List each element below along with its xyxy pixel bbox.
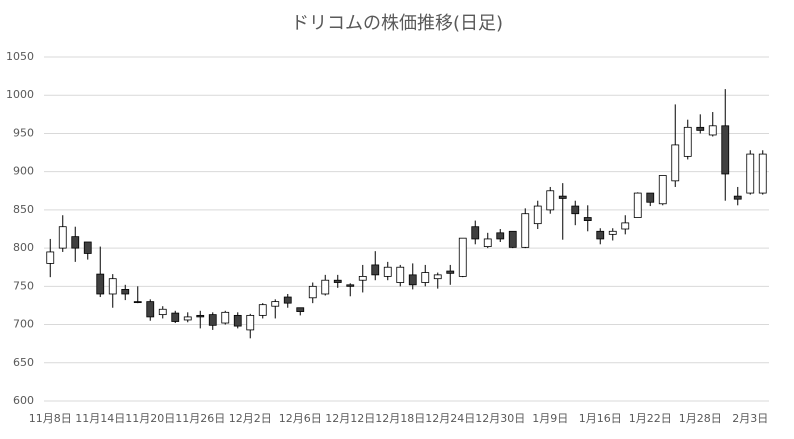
- candle-body: [458, 237, 467, 277]
- x-tick-label: 11月8日: [29, 412, 72, 425]
- candle-body: [108, 278, 117, 295]
- candle-body: [508, 230, 517, 248]
- candle-body: [733, 195, 742, 200]
- candle-body: [121, 288, 130, 295]
- x-tick-label: 11月14日: [75, 412, 125, 425]
- candle-body: [608, 230, 617, 235]
- candle-body: [133, 301, 142, 304]
- candle-body: [308, 285, 317, 299]
- candle-body: [583, 217, 592, 221]
- candle-body: [146, 301, 155, 318]
- y-tick-label: 1000: [6, 88, 34, 101]
- x-tick-label: 12月6日: [279, 412, 322, 425]
- candle-body: [758, 153, 767, 194]
- candle-body: [371, 264, 380, 276]
- candle-body: [183, 316, 192, 321]
- x-tick-label: 1月16日: [579, 412, 622, 425]
- chart-title: ドリコムの株価推移(日足): [291, 13, 503, 34]
- y-tick-label: 900: [13, 165, 34, 178]
- candle-body: [46, 251, 55, 264]
- candle-body: [296, 307, 305, 312]
- candle-body: [208, 314, 217, 326]
- candle-body: [446, 270, 455, 274]
- candle-body: [483, 238, 492, 247]
- x-tick-label: 1月9日: [532, 412, 568, 425]
- candle-body: [671, 144, 680, 182]
- candle-body: [683, 126, 692, 157]
- candle-body: [421, 272, 430, 283]
- candle-body: [271, 301, 280, 307]
- candle-body: [696, 126, 705, 131]
- candle-body: [358, 275, 367, 281]
- candle-body: [533, 205, 542, 225]
- x-tick-label: 2月3日: [732, 412, 768, 425]
- candle-body: [408, 274, 417, 286]
- candle-body: [546, 190, 555, 211]
- x-tick-label: 11月26日: [175, 412, 225, 425]
- candle-body: [471, 226, 480, 240]
- x-tick-label: 12月12日: [325, 412, 375, 425]
- candle-body: [721, 125, 730, 175]
- y-tick-label: 600: [13, 394, 34, 407]
- y-tick-label: 700: [13, 318, 34, 331]
- candle-body: [496, 232, 505, 240]
- x-tick-label: 12月30日: [475, 412, 525, 425]
- candle-body: [96, 273, 105, 295]
- candle-body: [233, 314, 242, 327]
- candle-body: [433, 274, 442, 280]
- y-tick-label: 850: [13, 203, 34, 216]
- candle-body: [333, 279, 342, 283]
- x-tick-label: 1月28日: [679, 412, 722, 425]
- x-tick-label: 12月18日: [375, 412, 425, 425]
- candle-body: [658, 175, 667, 205]
- candle-body: [171, 312, 180, 322]
- candle-body: [283, 296, 292, 304]
- y-tick-label: 800: [13, 241, 34, 254]
- candle-body: [521, 213, 530, 248]
- candle-body: [71, 236, 80, 249]
- candle-body: [396, 266, 405, 283]
- candle-body: [346, 284, 355, 287]
- y-tick-label: 950: [13, 126, 34, 139]
- candle-body: [58, 226, 67, 249]
- candle-body: [383, 266, 392, 277]
- y-tick-label: 750: [13, 279, 34, 292]
- candle-body: [321, 279, 330, 295]
- candle-body: [246, 314, 255, 331]
- candle-body: [83, 241, 92, 254]
- candle-body: [558, 195, 567, 199]
- candle-body: [746, 153, 755, 194]
- x-tick-label: 11月20日: [125, 412, 175, 425]
- candle-body: [621, 222, 630, 230]
- x-tick-label: 1月22日: [629, 412, 672, 425]
- candle-body: [646, 192, 655, 203]
- candle-body: [571, 205, 580, 215]
- y-tick-label: 650: [13, 356, 34, 369]
- candle-body: [221, 311, 230, 324]
- x-tick-label: 12月24日: [425, 412, 475, 425]
- candle-body: [158, 308, 167, 316]
- x-tick-label: 12月2日: [229, 412, 272, 425]
- candle-body: [258, 304, 267, 316]
- candle-body: [633, 192, 642, 218]
- candle-body: [596, 230, 605, 240]
- candle-body: [708, 125, 717, 136]
- candle-body: [196, 314, 205, 318]
- y-tick-label: 1050: [6, 50, 34, 63]
